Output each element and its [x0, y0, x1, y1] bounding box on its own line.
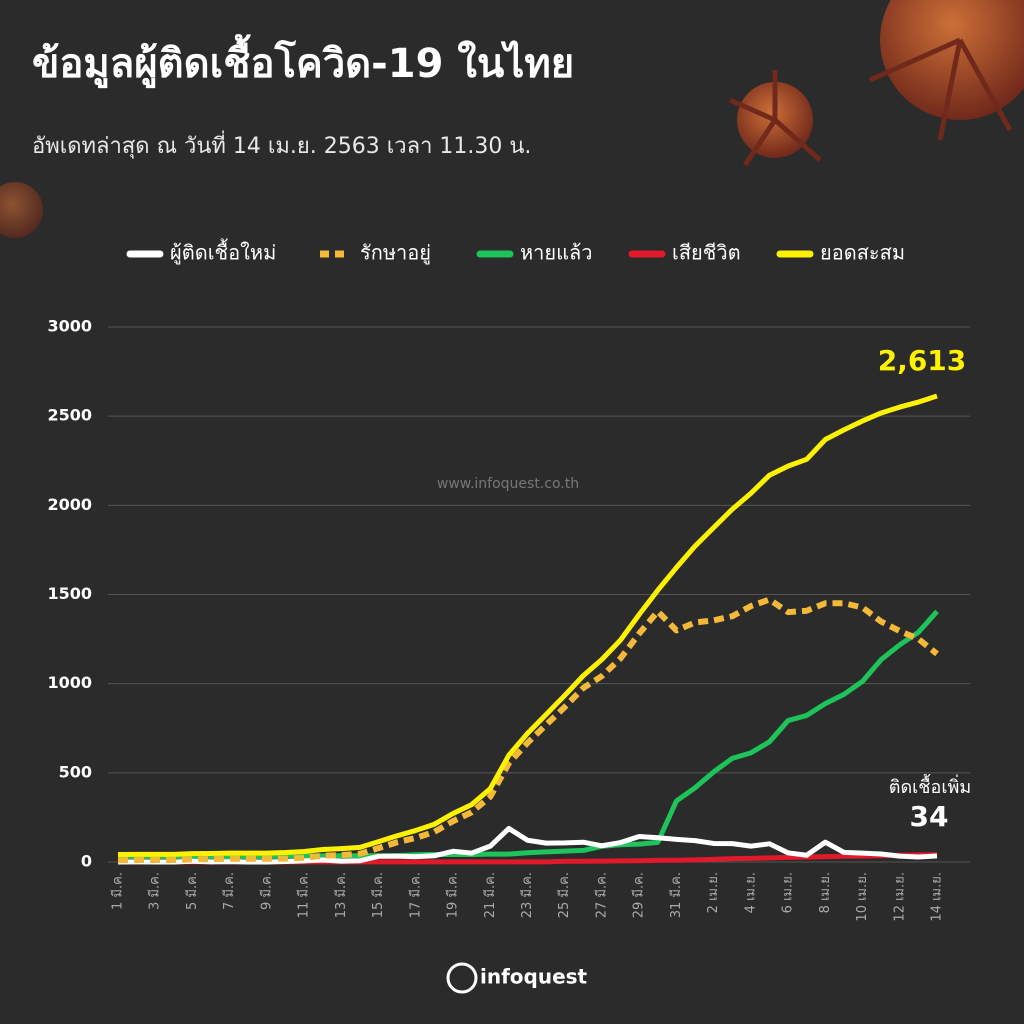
x-tick-label: 3 มี.ค. — [147, 872, 163, 910]
y-tick-label: 2500 — [47, 406, 92, 425]
series-line — [117, 393, 938, 858]
x-tick-label: 7 มี.ค. — [221, 872, 237, 910]
y-tick-label: 500 — [59, 762, 92, 781]
x-tick-label: 2 เม.ย. — [706, 872, 721, 913]
legend-label: ยอดสะสม — [820, 241, 905, 265]
legend-label: รักษาอยู่ — [360, 241, 431, 266]
x-tick-label: 10 เม.ย. — [855, 872, 870, 922]
series-line — [117, 825, 938, 865]
legend-label: หายแล้ว — [520, 241, 593, 265]
x-tick-label: 15 มี.ค. — [370, 872, 386, 918]
x-tick-label: 17 มี.ค. — [407, 872, 423, 918]
y-tick-label: 3000 — [47, 317, 92, 336]
annotation: ติดเชื้อเพิ่ม — [889, 774, 971, 798]
x-tick-label: 12 เม.ย. — [892, 872, 907, 922]
watermark: www.infoquest.co.th — [437, 476, 579, 492]
series-line — [117, 596, 939, 864]
y-tick-label: 0 — [81, 852, 92, 871]
x-tick-label: 1 มี.ค. — [110, 872, 126, 910]
x-tick-label: 11 มี.ค. — [296, 872, 312, 918]
x-tick-label: 21 มี.ค. — [482, 872, 498, 918]
legend-label: เสียชีวิต — [672, 241, 741, 265]
logo-icon — [446, 962, 478, 994]
chart-title: ข้อมูลผู้ติดเชื้อโควิด-19 ในไทย — [32, 34, 574, 88]
x-tick-label: 27 มี.ค. — [593, 872, 609, 918]
logo-text: infoquest — [480, 965, 588, 989]
x-tick-label: 5 มี.ค. — [184, 872, 200, 910]
x-tick-label: 13 มี.ค. — [333, 872, 349, 918]
x-tick-label: 6 เม.ย. — [781, 872, 796, 913]
y-tick-label: 1000 — [47, 673, 92, 692]
virus-decoration — [0, 0, 1024, 238]
legend-label: ผู้ติดเชื้อใหม่ — [170, 239, 276, 266]
x-tick-label: 4 เม.ย. — [743, 872, 758, 913]
x-tick-label: 23 มี.ค. — [519, 872, 535, 918]
data-label: 34 — [910, 800, 949, 833]
x-tick-label: 29 มี.ค. — [631, 872, 647, 918]
x-tick-label: 8 เม.ย. — [818, 872, 833, 913]
x-tick-label: 25 มี.ค. — [556, 872, 572, 918]
x-tick-label: 19 มี.ค. — [445, 872, 461, 918]
x-tick-label: 14 เม.ย. — [930, 872, 945, 922]
chart-subtitle: อัพเดทล่าสุด ณ วันที่ 14 เม.ย. 2563 เวลา… — [32, 130, 531, 159]
x-tick-label: 9 มี.ค. — [258, 872, 274, 910]
x-tick-label: 31 มี.ค. — [668, 872, 684, 918]
y-tick-label: 1500 — [47, 584, 92, 603]
y-tick-label: 2000 — [47, 495, 92, 514]
data-label: 2,613 — [878, 344, 967, 377]
